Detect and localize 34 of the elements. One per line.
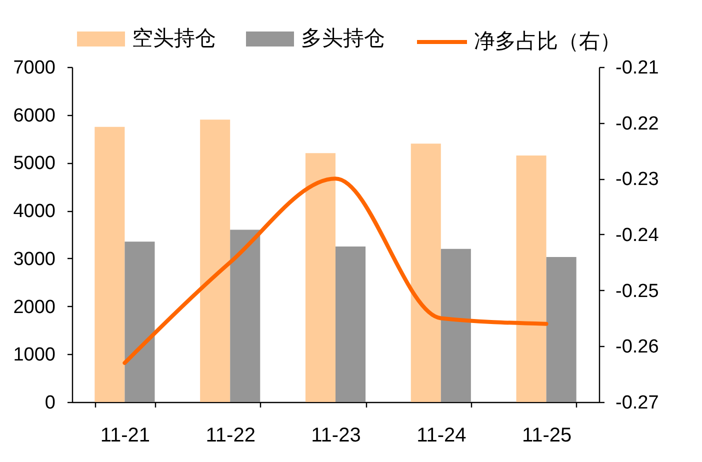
x-tick-label: 11-25 [522,424,572,446]
bar [94,126,125,402]
y-tick-label: 2000 [13,296,56,318]
bar [516,156,546,402]
x-tick-label: 11-24 [416,424,466,446]
x-tick-label: 11-22 [206,424,256,446]
bar [440,248,471,402]
y-tick-label: 6000 [13,105,56,126]
x-tick-label: 11-21 [100,424,150,446]
y-tick-label: 1000 [13,344,56,366]
y2-tick-label: -0.25 [616,280,659,302]
bar [546,256,576,402]
y-tick-label: 3000 [13,248,56,270]
y2-tick-label: -0.21 [616,58,659,78]
y-tick-label: 5000 [13,153,56,174]
bar [410,144,441,402]
y-tick-label: 4000 [13,201,56,222]
y2-tick-label: -0.24 [616,225,660,246]
legend-label: 空头持仓 [132,27,216,50]
line-series [122,176,548,365]
bar [124,242,155,402]
bar [336,246,366,402]
bar [305,153,336,402]
y2-tick-label: -0.26 [616,336,659,358]
y2-tick-label: -0.23 [616,169,659,190]
legend-label: 净多占比（右） [474,30,621,53]
x-tick-label: 11-23 [311,424,361,446]
y2-tick-label: -0.22 [616,113,659,134]
bar [230,230,260,402]
y2-tick-label: -0.27 [616,392,659,414]
legend-label: 多头持仓 [301,27,385,50]
y-tick-label: 0 [44,392,56,414]
y-tick-label: 7000 [13,58,56,78]
bar [200,120,230,402]
